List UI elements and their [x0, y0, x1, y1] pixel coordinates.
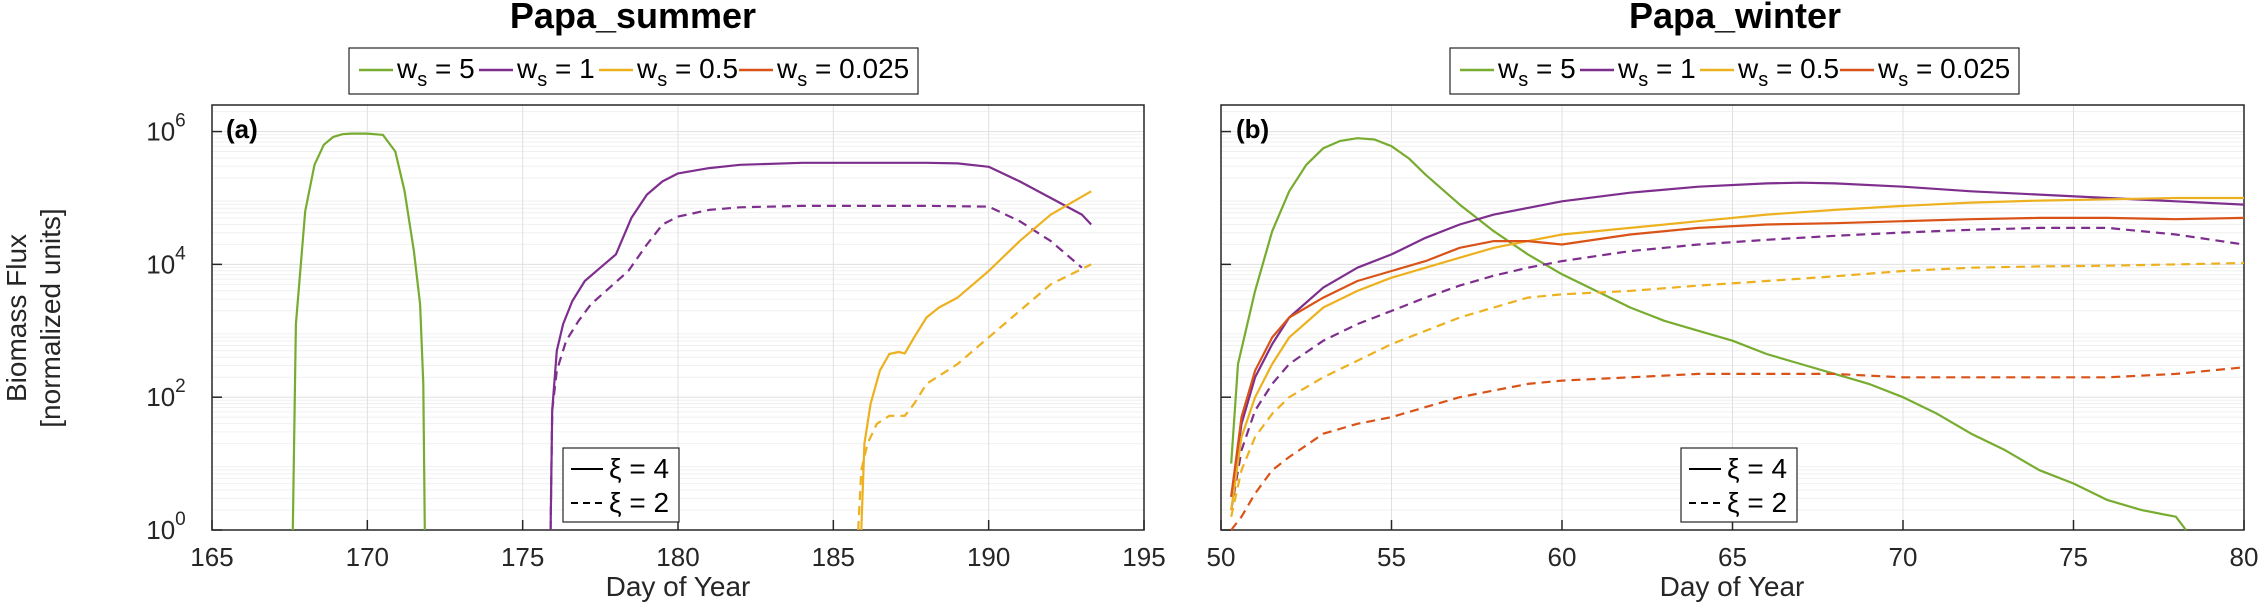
panel-b-grid: [1220, 105, 2245, 531]
x-tick-label: 70: [1889, 542, 1918, 572]
y-tick-label: 102: [146, 376, 186, 412]
panel-a-ylabel-line2: [normalized units]: [35, 208, 66, 427]
x-tick-label: 50: [1207, 542, 1236, 572]
series-line-0: [1230, 137, 2187, 531]
panel-a-style-legend: ξ = 4ξ = 2: [562, 447, 680, 523]
x-tick-label: 75: [2059, 542, 2088, 572]
panel-b-label: (b): [1236, 114, 1269, 144]
panel-a-label: (a): [226, 114, 258, 144]
panel-b-series: [1230, 137, 2245, 531]
x-tick-label: 170: [346, 542, 389, 572]
series-line-0: [291, 132, 426, 531]
series-line-3: [860, 190, 1092, 531]
panel-a-title: Papa_summer: [510, 0, 756, 36]
series-line-6: [1230, 366, 2245, 531]
series-line-4: [1230, 261, 2245, 517]
style-legend-label: ξ = 4: [609, 453, 669, 484]
panel-a: Papa_summer ws = 5 ws = 1 ws = 0.5 ws = 0.0…: [1, 0, 1166, 602]
panel-b-title: Papa_winter: [1629, 0, 1841, 36]
series-line-1: [549, 161, 1093, 531]
panel-b-legend: ws = 5 ws = 1 ws = 0.5 ws = 0.025: [1449, 47, 2020, 95]
panel-a-series: [291, 132, 1093, 531]
y-tick-label: 106: [146, 111, 186, 147]
panel-b-style-legend: ξ = 4ξ = 2: [1680, 447, 1798, 523]
y-tick-label: 100: [146, 509, 186, 545]
panel-b: Papa_winter ws = 5 ws = 1 ws = 0.5 ws = 0.0…: [1207, 0, 2259, 602]
x-tick-label: 175: [501, 542, 544, 572]
style-legend-box: [562, 447, 680, 523]
series-line-5: [1230, 216, 2245, 497]
style-legend-box: [1680, 447, 1798, 523]
series-line-2: [1230, 226, 2245, 511]
style-legend-label: ξ = 2: [1727, 487, 1787, 518]
x-tick-label: 165: [190, 542, 233, 572]
panel-a-xlabel: Day of Year: [606, 571, 751, 602]
x-tick-label: 60: [1548, 542, 1577, 572]
series-line-2: [549, 204, 1083, 531]
x-tick-label: 195: [1122, 542, 1165, 572]
panel-b-ticks: 50 55 60 65 70 75 80: [1207, 130, 2259, 572]
panel-a-ylabel-line1: Biomass Flux: [1, 234, 32, 402]
x-tick-label: 190: [967, 542, 1010, 572]
legend-box: [1449, 47, 2020, 95]
series-line-4: [857, 263, 1092, 531]
x-tick-label: 185: [812, 542, 855, 572]
panel-b-xlabel: Day of Year: [1660, 571, 1805, 602]
x-tick-label: 55: [1377, 542, 1406, 572]
x-tick-label: 65: [1718, 542, 1747, 572]
style-legend-label: ξ = 2: [609, 487, 669, 518]
panel-a-legend: ws = 5 ws = 1 ws = 0.5 ws = 0.025: [348, 47, 919, 95]
style-legend-label: ξ = 4: [1727, 453, 1787, 484]
y-tick-label: 104: [146, 243, 186, 279]
x-tick-label: 180: [656, 542, 699, 572]
x-tick-label: 80: [2230, 542, 2259, 572]
legend-box: [348, 47, 919, 95]
